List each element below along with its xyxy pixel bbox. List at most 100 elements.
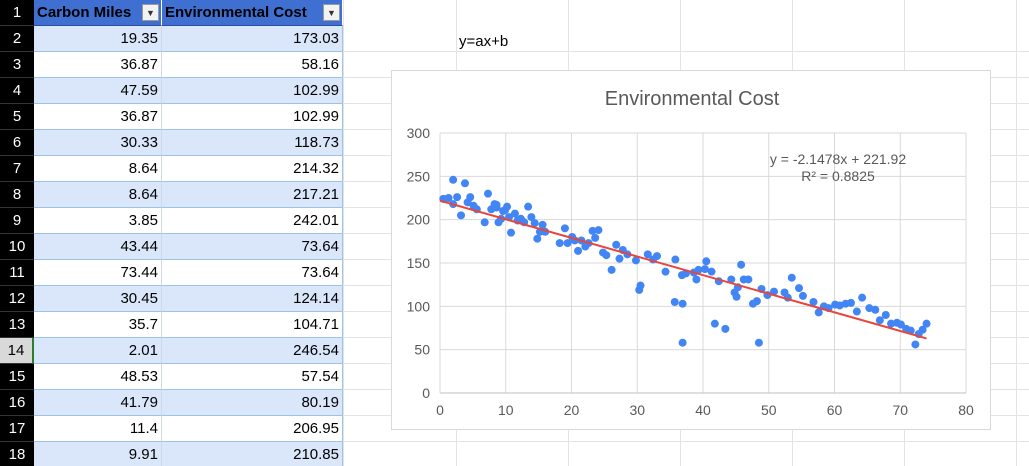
x-tick-label: 0 (436, 402, 444, 418)
x-tick-label: 60 (827, 402, 843, 418)
cell-environmental-cost[interactable]: 206.95 (162, 416, 343, 442)
row-number[interactable]: 13 (0, 312, 34, 338)
cell-environmental-cost[interactable]: 210.85 (162, 442, 343, 466)
cell-environmental-cost[interactable]: 217.21 (162, 182, 343, 208)
y-tick-label: 50 (414, 342, 430, 358)
cell-environmental-cost[interactable]: 73.64 (162, 260, 343, 286)
column-header-environmental-cost[interactable]: Environmental Cost (162, 0, 343, 26)
row-number[interactable]: 17 (0, 416, 34, 442)
cell-environmental-cost[interactable]: 246.54 (162, 338, 343, 364)
cell-environmental-cost[interactable]: 118.73 (162, 130, 343, 156)
cell-carbon-miles[interactable]: 73.44 (34, 260, 162, 286)
cell-carbon-miles[interactable]: 19.35 (34, 26, 162, 52)
x-tick-label: 80 (958, 402, 974, 418)
y-tick-label: 100 (407, 298, 431, 314)
cell-carbon-miles[interactable]: 8.64 (34, 156, 162, 182)
cell-environmental-cost[interactable]: 104.71 (162, 312, 343, 338)
row-number[interactable]: 8 (0, 182, 34, 208)
cell-carbon-miles[interactable]: 48.53 (34, 364, 162, 390)
row-number[interactable]: 9 (0, 208, 34, 234)
row-number[interactable]: 6 (0, 130, 34, 156)
data-point (852, 307, 861, 316)
data-point (492, 200, 501, 209)
data-point (809, 298, 818, 306)
cell-environmental-cost[interactable]: 73.64 (162, 234, 343, 260)
data-point (636, 281, 645, 290)
data-point (563, 239, 572, 248)
data-point (615, 254, 624, 263)
column-header-label: Environmental Cost (165, 4, 307, 21)
data-point (612, 240, 621, 249)
cell-carbon-miles[interactable]: 9.91 (34, 442, 162, 466)
data-point (555, 239, 564, 248)
cell-environmental-cost[interactable]: 242.01 (162, 208, 343, 234)
row-number[interactable]: 12 (0, 286, 34, 312)
x-tick-label: 50 (761, 402, 777, 418)
data-point (652, 252, 661, 261)
x-tick-label: 20 (564, 402, 580, 418)
cell-carbon-miles[interactable]: 36.87 (34, 104, 162, 130)
data-point (483, 189, 492, 198)
cell-carbon-miles[interactable]: 11.4 (34, 416, 162, 442)
cell-carbon-miles[interactable]: 2.01 (34, 338, 162, 364)
cell-carbon-miles[interactable]: 8.64 (34, 182, 162, 208)
formula-note-cell[interactable]: y=ax+b (459, 33, 509, 50)
cell-environmental-cost[interactable]: 102.99 (162, 104, 343, 130)
data-point (727, 275, 736, 284)
data-point (707, 267, 716, 276)
data-point (449, 175, 458, 184)
row-number[interactable]: 18 (0, 442, 34, 466)
cell-carbon-miles[interactable]: 3.85 (34, 208, 162, 234)
data-point (560, 224, 569, 233)
cell-carbon-miles[interactable]: 35.7 (34, 312, 162, 338)
row-number[interactable]: 2 (0, 26, 34, 52)
scatter-chart[interactable]: Environmental Cost 0 50 100 150 200 250 300 0 10 2… (391, 70, 991, 430)
row-number[interactable]: 3 (0, 52, 34, 78)
data-point (460, 179, 469, 188)
data-point (692, 275, 701, 284)
data-point (875, 316, 884, 325)
cell-carbon-miles[interactable]: 30.45 (34, 286, 162, 312)
data-point (710, 319, 719, 328)
cell-environmental-cost[interactable]: 58.16 (162, 52, 343, 78)
data-point (787, 273, 796, 282)
row-number-header[interactable]: 1 (0, 0, 34, 26)
cell-carbon-miles[interactable]: 43.44 (34, 234, 162, 260)
data-point (752, 297, 761, 306)
data-point (858, 293, 867, 302)
row-number[interactable]: 11 (0, 260, 34, 286)
data-point (798, 291, 807, 300)
row-number[interactable]: 4 (0, 78, 34, 104)
filter-dropdown-icon[interactable]: ▼ (142, 4, 159, 21)
cell-environmental-cost[interactable]: 57.54 (162, 364, 343, 390)
y-tick-label: 250 (407, 168, 431, 184)
cell-environmental-cost[interactable]: 214.32 (162, 156, 343, 182)
data-point (661, 267, 670, 276)
data-point (744, 275, 753, 284)
row-number[interactable]: 10 (0, 234, 34, 260)
column-header-carbon-miles[interactable]: Carbon Miles (34, 0, 162, 26)
cell-carbon-miles[interactable]: 36.87 (34, 52, 162, 78)
row-number[interactable]: 5 (0, 104, 34, 130)
row-number[interactable]: 14 (0, 338, 34, 364)
cell-environmental-cost[interactable]: 80.19 (162, 390, 343, 416)
chart-canvas: Environmental Cost 0 50 100 150 200 250 300 0 10 2… (407, 88, 974, 418)
cell-carbon-miles[interactable]: 30.33 (34, 130, 162, 156)
data-point (887, 319, 896, 328)
cell-environmental-cost[interactable]: 173.03 (162, 26, 343, 52)
cell-environmental-cost[interactable]: 124.14 (162, 286, 343, 312)
data-point (896, 320, 905, 329)
row-number[interactable]: 15 (0, 364, 34, 390)
cell-carbon-miles[interactable]: 41.79 (34, 390, 162, 416)
trendline (439, 199, 927, 340)
filter-dropdown-icon[interactable]: ▼ (323, 4, 340, 21)
cell-carbon-miles[interactable]: 47.59 (34, 78, 162, 104)
cell-environmental-cost[interactable]: 102.99 (162, 78, 343, 104)
row-number[interactable]: 7 (0, 156, 34, 182)
y-tick-label: 300 (407, 125, 431, 141)
data-point (466, 193, 475, 202)
row-number[interactable]: 16 (0, 390, 34, 416)
data-point (721, 324, 730, 333)
data-point (503, 202, 512, 211)
